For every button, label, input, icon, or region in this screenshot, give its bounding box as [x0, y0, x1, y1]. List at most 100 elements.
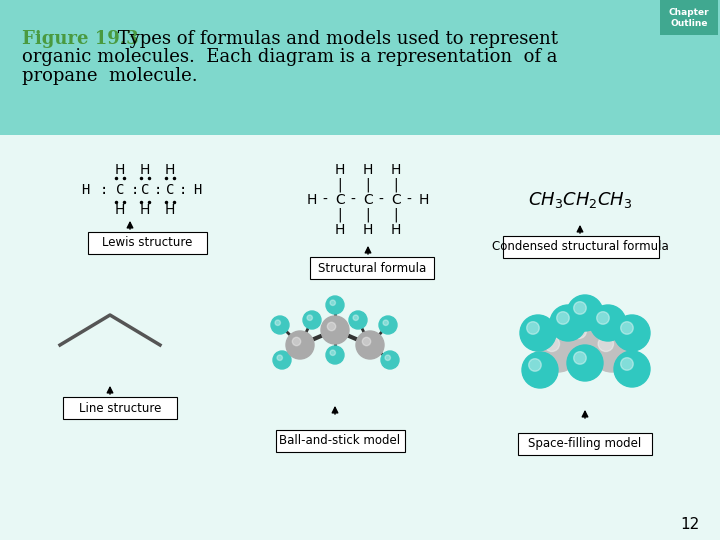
Circle shape	[557, 312, 570, 324]
Text: H: H	[114, 163, 125, 177]
Circle shape	[330, 350, 336, 355]
Text: :: :	[100, 183, 108, 197]
Circle shape	[621, 357, 634, 370]
Text: :: :	[131, 183, 139, 197]
Text: :: :	[154, 183, 162, 197]
Circle shape	[275, 320, 281, 326]
Circle shape	[574, 352, 586, 365]
Circle shape	[528, 359, 541, 372]
Text: $CH_3CH_2CH_3$: $CH_3CH_2CH_3$	[528, 190, 632, 210]
Circle shape	[385, 355, 390, 361]
Circle shape	[621, 322, 634, 334]
Text: -: -	[351, 193, 356, 207]
Circle shape	[597, 312, 609, 324]
Circle shape	[362, 338, 371, 346]
Text: H: H	[307, 193, 318, 207]
Text: H: H	[391, 223, 401, 237]
Circle shape	[277, 355, 282, 361]
FancyBboxPatch shape	[88, 232, 207, 254]
Text: Lewis structure: Lewis structure	[102, 237, 192, 249]
Text: |: |	[366, 178, 370, 192]
Text: Line structure: Line structure	[78, 402, 161, 415]
FancyBboxPatch shape	[0, 0, 720, 135]
Text: |: |	[366, 208, 370, 222]
Text: Space-filling model: Space-filling model	[528, 437, 642, 450]
Text: C: C	[363, 193, 373, 207]
Text: organic molecules.  Each diagram is a representation  of a: organic molecules. Each diagram is a rep…	[22, 48, 557, 66]
Text: H: H	[193, 183, 201, 197]
Text: H: H	[165, 203, 175, 217]
Text: H: H	[140, 163, 150, 177]
Text: Structural formula: Structural formula	[318, 261, 426, 274]
Circle shape	[520, 315, 556, 351]
Circle shape	[614, 351, 650, 387]
Circle shape	[303, 311, 321, 329]
Text: H: H	[391, 163, 401, 177]
Text: C: C	[335, 193, 345, 207]
Circle shape	[292, 338, 301, 346]
FancyBboxPatch shape	[660, 0, 718, 35]
Circle shape	[330, 300, 336, 306]
Text: |: |	[394, 178, 398, 192]
Circle shape	[379, 316, 397, 334]
Text: H: H	[165, 163, 175, 177]
Circle shape	[574, 302, 586, 314]
Circle shape	[273, 351, 291, 369]
Text: -: -	[379, 193, 384, 207]
Text: H: H	[140, 203, 150, 217]
FancyBboxPatch shape	[503, 236, 659, 258]
Circle shape	[383, 320, 389, 326]
Circle shape	[307, 315, 312, 320]
Text: C: C	[116, 183, 124, 197]
Circle shape	[326, 346, 344, 364]
Circle shape	[598, 336, 613, 352]
Text: C: C	[391, 193, 401, 207]
Text: H: H	[335, 223, 345, 237]
FancyBboxPatch shape	[63, 397, 177, 419]
Text: Ball-and-stick model: Ball-and-stick model	[279, 435, 400, 448]
Text: H: H	[419, 193, 429, 207]
Text: Figure 19.3: Figure 19.3	[22, 30, 139, 48]
Circle shape	[522, 352, 558, 388]
Text: C: C	[166, 183, 174, 197]
Circle shape	[271, 316, 289, 334]
Circle shape	[571, 323, 587, 339]
Text: propane  molecule.: propane molecule.	[22, 67, 197, 85]
Text: :: :	[179, 183, 187, 197]
Text: H: H	[81, 183, 89, 197]
Text: Types of formulas and models used to represent: Types of formulas and models used to rep…	[112, 30, 558, 48]
Circle shape	[526, 322, 539, 334]
Text: H: H	[363, 163, 373, 177]
Text: |: |	[394, 208, 398, 222]
Text: -: -	[407, 193, 411, 207]
Circle shape	[550, 305, 586, 341]
Circle shape	[326, 296, 344, 314]
Circle shape	[353, 315, 359, 320]
Circle shape	[544, 336, 559, 352]
Circle shape	[536, 328, 580, 372]
Circle shape	[563, 315, 607, 359]
Text: |: |	[338, 208, 342, 222]
Circle shape	[614, 315, 650, 351]
Circle shape	[356, 331, 384, 359]
Circle shape	[349, 311, 367, 329]
Circle shape	[328, 322, 336, 330]
Circle shape	[590, 305, 626, 341]
Circle shape	[321, 316, 349, 344]
Text: -: -	[323, 193, 328, 207]
Text: Condensed structural formula: Condensed structural formula	[492, 240, 668, 253]
Text: H: H	[363, 223, 373, 237]
Circle shape	[590, 328, 634, 372]
Text: |: |	[338, 178, 342, 192]
Text: Chapter
Outline: Chapter Outline	[669, 8, 709, 28]
Text: H: H	[335, 163, 345, 177]
Circle shape	[381, 351, 399, 369]
Circle shape	[567, 345, 603, 381]
Text: C: C	[141, 183, 149, 197]
Text: H: H	[114, 203, 125, 217]
FancyBboxPatch shape	[310, 257, 434, 279]
Text: 12: 12	[680, 517, 700, 532]
FancyBboxPatch shape	[276, 430, 405, 452]
Circle shape	[286, 331, 314, 359]
Circle shape	[567, 295, 603, 331]
